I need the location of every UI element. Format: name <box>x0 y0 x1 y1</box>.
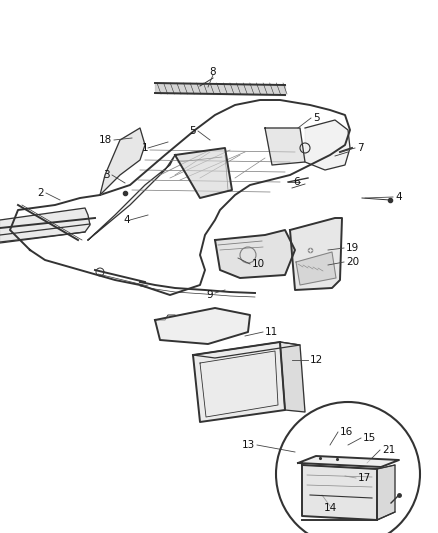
Polygon shape <box>215 230 295 278</box>
Text: 20: 20 <box>346 257 359 267</box>
Polygon shape <box>280 342 305 412</box>
Polygon shape <box>290 218 342 290</box>
Polygon shape <box>0 208 90 242</box>
Text: 19: 19 <box>346 243 359 253</box>
Polygon shape <box>296 252 336 285</box>
Polygon shape <box>155 308 250 344</box>
Polygon shape <box>88 155 175 240</box>
Text: 15: 15 <box>363 433 376 443</box>
Text: 9: 9 <box>207 290 213 300</box>
Polygon shape <box>193 342 300 358</box>
Text: 3: 3 <box>103 170 110 180</box>
Polygon shape <box>265 128 305 165</box>
Polygon shape <box>298 456 399 467</box>
Text: 6: 6 <box>293 177 300 187</box>
Text: 1: 1 <box>141 143 148 153</box>
Text: 5: 5 <box>189 126 196 136</box>
Polygon shape <box>193 342 285 422</box>
Polygon shape <box>175 148 232 198</box>
Text: 4: 4 <box>395 192 402 202</box>
Text: 11: 11 <box>265 327 278 337</box>
Polygon shape <box>302 465 377 520</box>
Text: 21: 21 <box>382 445 395 455</box>
Text: 4: 4 <box>124 215 130 225</box>
Text: 10: 10 <box>252 259 265 269</box>
Text: 17: 17 <box>358 473 371 483</box>
Text: 8: 8 <box>210 67 216 77</box>
Text: 14: 14 <box>323 503 337 513</box>
Polygon shape <box>377 465 395 520</box>
Text: 12: 12 <box>310 355 323 365</box>
Text: 18: 18 <box>99 135 112 145</box>
Polygon shape <box>305 120 350 170</box>
Text: 7: 7 <box>357 143 364 153</box>
Text: 2: 2 <box>37 188 44 198</box>
Text: 5: 5 <box>313 113 320 123</box>
Text: 13: 13 <box>242 440 255 450</box>
Polygon shape <box>100 128 145 195</box>
Text: 16: 16 <box>340 427 353 437</box>
